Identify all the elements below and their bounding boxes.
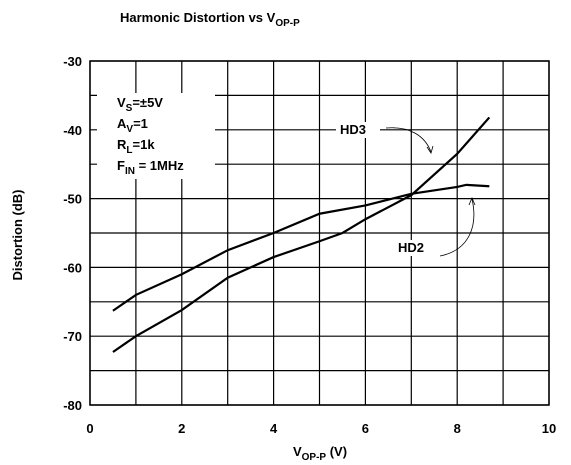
chart-title: Harmonic Distortion vs VOP-P: [120, 10, 300, 29]
condition-text: V: [117, 95, 126, 110]
series-label-bg: [394, 240, 438, 256]
condition-suffix: =±5V: [132, 95, 163, 110]
title-subscript: OP-P: [275, 18, 300, 29]
x-axis-label: VOP-P (V): [293, 444, 347, 463]
condition-text: R: [117, 137, 127, 152]
condition: RL=1k: [117, 137, 155, 156]
x-tick-label: 6: [362, 421, 369, 436]
condition-subscript: L: [126, 145, 132, 156]
y-tick-label: -80: [63, 398, 82, 413]
series-line: [112, 183, 490, 312]
series-label: HD3: [340, 122, 366, 137]
series-label: HD2: [398, 240, 424, 255]
condition-text: A: [117, 116, 127, 131]
condition: FIN = 1MHz: [117, 158, 184, 177]
x-tick-label: 4: [270, 421, 278, 436]
title-text: Harmonic Distortion vs V: [120, 10, 276, 25]
y-tick-label: -40: [63, 123, 82, 138]
marks: HD2 HD3: [112, 116, 491, 353]
series-line: [112, 116, 491, 353]
condition-subscript: V: [126, 124, 133, 135]
condition-suffix: = 1MHz: [135, 158, 184, 173]
x-tick-label: 2: [178, 421, 185, 436]
condition-text: F: [117, 158, 125, 173]
condition-suffix: =1k: [133, 137, 156, 152]
plot-frame: [89, 60, 550, 406]
condition-subscript: IN: [125, 166, 135, 177]
condition: VS=±5V: [117, 95, 163, 114]
xlabel-subscript: OP-P: [302, 452, 327, 463]
hd2-arrowhead: [468, 196, 476, 206]
conditions-box: [97, 93, 215, 179]
xlabel-text: V: [293, 444, 302, 459]
hd3-arrowhead: [426, 145, 434, 154]
x-tick-label: 0: [86, 421, 93, 436]
x-tick-label: 8: [454, 421, 461, 436]
condition: AV=1: [117, 116, 148, 135]
y-axis-label: Distortion (dB): [10, 190, 25, 281]
xlabel-suffix: (V): [326, 444, 347, 459]
condition-suffix: =1: [133, 116, 148, 131]
series-label-bg: [336, 122, 380, 138]
y-tick-label: -70: [63, 329, 82, 344]
hd3-arrow: [385, 127, 432, 153]
y-tick-label: -60: [63, 260, 82, 275]
x-tick-label: 10: [542, 421, 556, 436]
y-tick-label: -50: [63, 192, 82, 207]
hd2-arrow: [439, 198, 475, 257]
condition-subscript: S: [126, 103, 133, 114]
y-tick-label: -30: [63, 54, 82, 69]
